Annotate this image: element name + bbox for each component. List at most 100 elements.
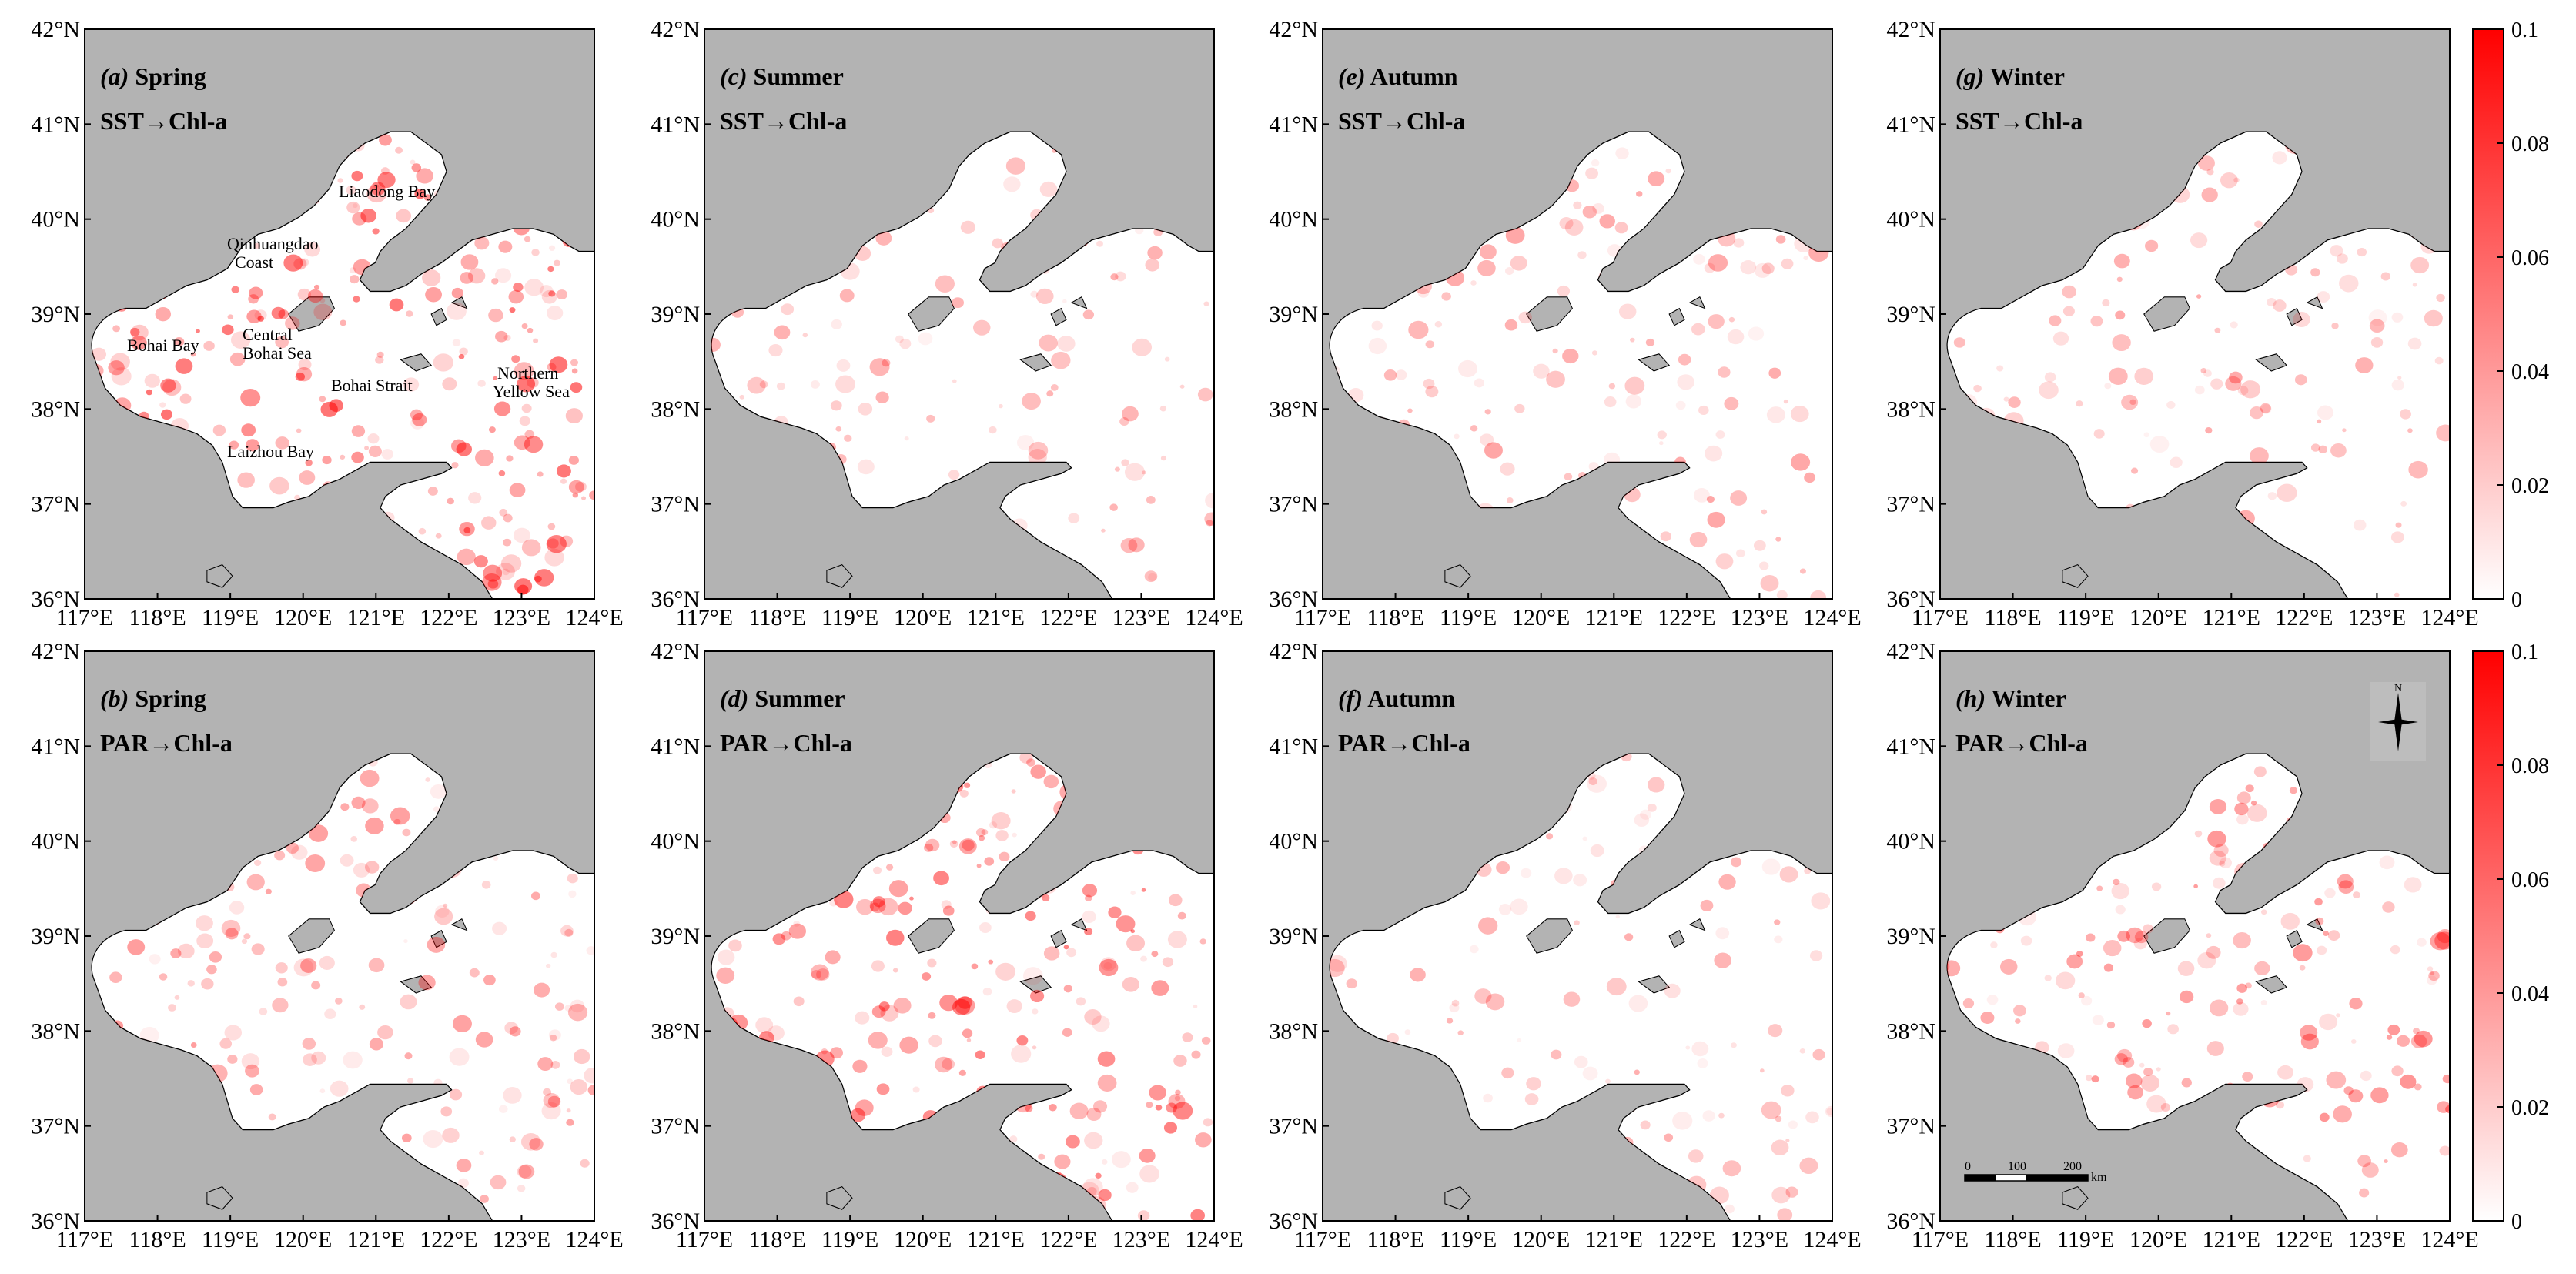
panel-title: (e) Autumn (1338, 62, 1458, 90)
hotspot (2134, 367, 2154, 385)
hotspot (2391, 1065, 2404, 1077)
hotspot (2254, 961, 2270, 975)
hotspot (554, 1002, 564, 1011)
hotspot (544, 548, 564, 567)
hotspot (337, 178, 343, 183)
x-tick-label: 120°E (1512, 605, 1570, 630)
hotspot (1624, 933, 1634, 941)
panel-letter: (d) (720, 684, 748, 712)
hotspot (899, 338, 912, 349)
hotspot (2166, 400, 2176, 410)
hotspot (1759, 1068, 1765, 1073)
hotspot (246, 309, 262, 323)
hotspot (768, 1025, 785, 1041)
hotspot (534, 575, 542, 583)
hotspot (1146, 1102, 1153, 1108)
hotspot (237, 472, 255, 488)
hotspot (2209, 999, 2229, 1017)
y-tick-label: 39°N (31, 302, 80, 327)
hotspot (1084, 928, 1093, 935)
x-tick-label: 117°E (1912, 605, 1969, 630)
hotspot (1039, 334, 1058, 352)
hotspot (2319, 1112, 2330, 1122)
hotspot (477, 380, 486, 387)
hotspot (2219, 857, 2232, 869)
y-tick-label: 39°N (1886, 302, 1935, 327)
hotspot (958, 1069, 966, 1076)
island (450, 296, 468, 309)
hotspot (888, 880, 908, 898)
hotspot (1735, 549, 1745, 558)
x-tick-label: 121°E (967, 1227, 1025, 1252)
x-tick-label: 120°E (274, 605, 332, 630)
scale-seg (2026, 1175, 2088, 1181)
hotspot (203, 340, 215, 351)
hotspot (521, 403, 532, 413)
hotspot (1761, 262, 1775, 274)
panel-relation: SST→Chl-a (720, 107, 847, 135)
hotspot (2008, 396, 2021, 408)
x-tick-label: 119°E (821, 605, 878, 630)
island (1019, 975, 1052, 994)
hotspot (537, 1057, 554, 1072)
y-tick-label: 42°N (1269, 17, 1318, 42)
place-label: Central (243, 325, 293, 344)
hotspot (933, 871, 949, 886)
hotspot (1785, 1139, 1790, 1143)
x-tick-label: 123°E (493, 1227, 550, 1252)
hotspot (1097, 1051, 1116, 1067)
hotspot (2149, 435, 2170, 453)
panel-letter: (e) (1338, 62, 1366, 90)
hotspot (372, 228, 380, 235)
hotspot (942, 905, 955, 916)
hotspot (984, 857, 995, 866)
hotspot (1551, 1049, 1562, 1060)
hotspot (1112, 1151, 1131, 1169)
sea-area (1329, 753, 1833, 1222)
hotspot (868, 1032, 888, 1049)
hotspot (251, 943, 265, 955)
hotspot (1990, 941, 1998, 948)
hotspot (364, 861, 380, 874)
hotspot (254, 242, 261, 249)
x-tick-label: 119°E (2057, 1227, 2114, 1252)
hotspot (1785, 1186, 1798, 1198)
hotspot (212, 424, 226, 436)
hotspot (2130, 467, 2139, 474)
hotspot (1454, 433, 1460, 440)
hotspot (1510, 256, 1527, 271)
hotspot (811, 970, 821, 979)
hotspot (433, 806, 440, 813)
hotspot (271, 306, 286, 319)
hotspot (498, 470, 506, 476)
x-tick-label: 124°E (1185, 1227, 1243, 1252)
hotspot (1470, 425, 1478, 432)
hotspot (1804, 472, 1816, 483)
hotspot (1618, 303, 1637, 319)
hotspot (1206, 520, 1213, 527)
hotspot (2360, 1070, 2372, 1082)
hotspot (1628, 995, 1648, 1012)
hotspot (1506, 497, 1514, 503)
hotspot (1811, 892, 1831, 910)
panel-season: Spring (129, 62, 206, 90)
hotspot (728, 939, 742, 952)
hotspot (351, 796, 366, 809)
colorbar-tick-label: 0.1 (2511, 640, 2538, 664)
hotspot (2342, 428, 2347, 433)
hotspot (364, 446, 370, 450)
island (206, 1185, 233, 1210)
hotspot (221, 919, 241, 937)
island (908, 296, 955, 332)
hotspot (1069, 1102, 1089, 1119)
y-tick-label: 39°N (651, 302, 700, 327)
hotspot (2210, 378, 2223, 390)
hotspot (368, 445, 382, 457)
x-tick-label: 124°E (565, 605, 623, 630)
x-tick-label: 123°E (1731, 1227, 1788, 1252)
hotspot (1162, 957, 1174, 968)
hotspot (1728, 316, 1735, 323)
hotspot (517, 376, 536, 393)
